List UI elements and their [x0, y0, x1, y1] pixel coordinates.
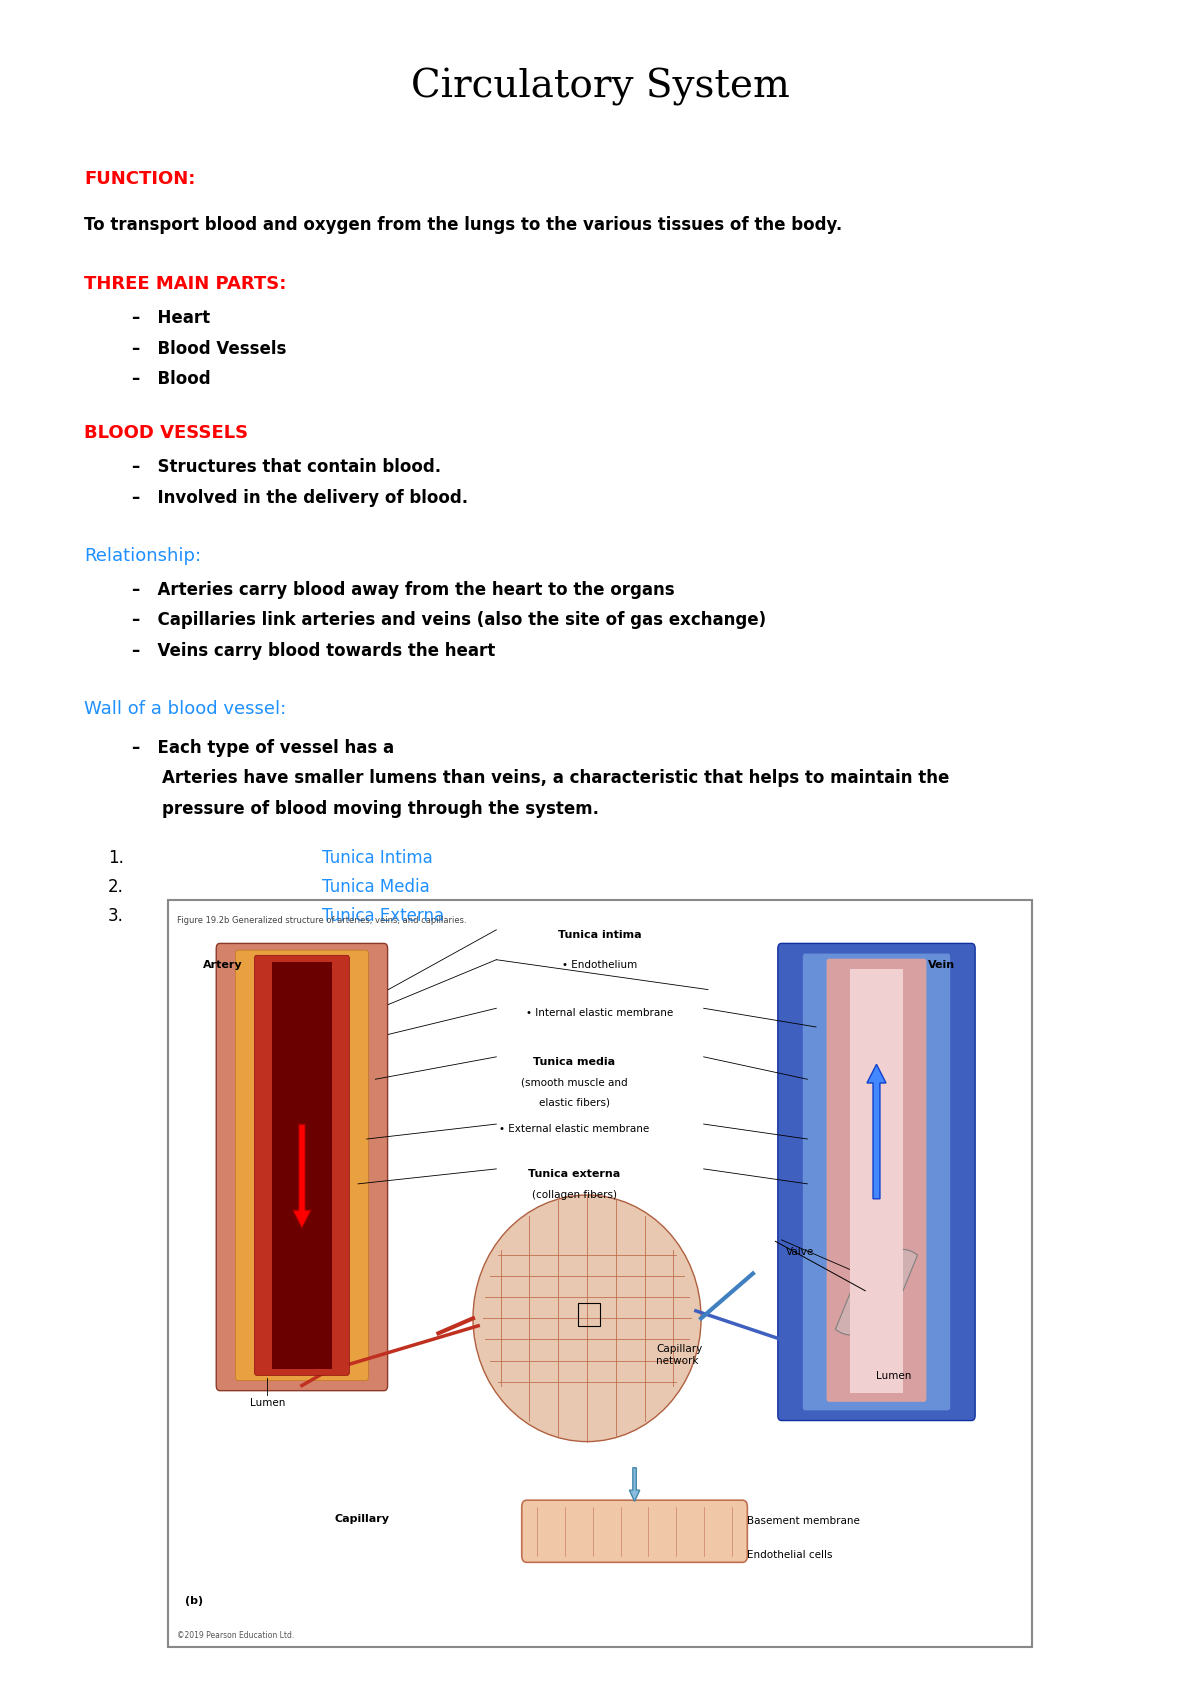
Text: –   Capillaries link arteries and veins (also the site of gas exchange): – Capillaries link arteries and veins (a… [132, 611, 766, 630]
Text: ©2019 Pearson Education Ltd.: ©2019 Pearson Education Ltd. [176, 1630, 294, 1640]
Text: –   Blood: – Blood [132, 370, 211, 389]
Text: To transport blood and oxygen from the lungs to the various tissues of the body.: To transport blood and oxygen from the l… [84, 216, 842, 234]
FancyArrow shape [866, 1065, 886, 1199]
Text: Tunica externa: Tunica externa [528, 1168, 620, 1178]
Text: –   Structures that contain blood.: – Structures that contain blood. [132, 458, 442, 477]
Wedge shape [835, 1292, 865, 1335]
Text: Figure 19.2b Generalized structure of arteries, veins, and capillaries.: Figure 19.2b Generalized structure of ar… [176, 917, 467, 925]
Text: (collagen fibers): (collagen fibers) [532, 1190, 617, 1200]
Text: • Endothelium: • Endothelium [563, 959, 637, 970]
FancyBboxPatch shape [827, 959, 926, 1403]
Text: –   Involved in the delivery of blood.: – Involved in the delivery of blood. [132, 489, 468, 508]
FancyArrow shape [629, 1467, 640, 1501]
Text: Tunica Externa: Tunica Externa [322, 907, 444, 925]
FancyBboxPatch shape [254, 956, 349, 1375]
FancyBboxPatch shape [235, 951, 368, 1380]
Text: Arteries have smaller lumens than veins, a characteristic that helps to maintain: Arteries have smaller lumens than veins,… [162, 769, 949, 788]
Text: Lumen: Lumen [250, 1397, 286, 1408]
Text: • Internal elastic membrane: • Internal elastic membrane [527, 1009, 673, 1019]
Text: –   Heart: – Heart [132, 309, 210, 328]
Bar [271, 963, 332, 1369]
Bar [578, 1304, 600, 1326]
Text: Basement membrane: Basement membrane [746, 1516, 859, 1527]
Text: 3.: 3. [108, 907, 124, 925]
Wedge shape [887, 1250, 918, 1292]
Text: pressure of blood moving through the system.: pressure of blood moving through the sys… [162, 800, 599, 818]
Text: –   Blood Vessels: – Blood Vessels [132, 340, 287, 358]
Text: FUNCTION:: FUNCTION: [84, 170, 196, 188]
Text: (smooth muscle and: (smooth muscle and [521, 1078, 628, 1088]
Text: Tunica media: Tunica media [533, 1056, 616, 1066]
FancyBboxPatch shape [216, 944, 388, 1391]
Text: Vein: Vein [929, 959, 955, 970]
Text: 2.: 2. [108, 878, 124, 897]
Text: –   Arteries carry blood away from the heart to the organs: – Arteries carry blood away from the hea… [132, 581, 674, 599]
Text: Endothelial cells: Endothelial cells [746, 1550, 833, 1560]
Text: –   Each type of vessel has a: – Each type of vessel has a [132, 739, 400, 757]
Text: Tunica Media: Tunica Media [322, 878, 430, 897]
Text: Lumen: Lumen [876, 1370, 912, 1380]
Text: THREE MAIN PARTS:: THREE MAIN PARTS: [84, 275, 287, 294]
FancyBboxPatch shape [778, 944, 976, 1421]
Bar [168, 900, 1032, 1647]
Text: Tunica Intima: Tunica Intima [322, 849, 432, 868]
Text: Circulatory System: Circulatory System [410, 68, 790, 105]
Text: Artery: Artery [203, 959, 242, 970]
Text: BLOOD VESSELS: BLOOD VESSELS [84, 424, 248, 443]
FancyArrow shape [293, 1124, 312, 1229]
FancyBboxPatch shape [522, 1501, 748, 1562]
Text: Valve: Valve [786, 1248, 814, 1257]
Text: Capillary: Capillary [335, 1515, 390, 1525]
Text: Capillary
network: Capillary network [656, 1345, 702, 1367]
Text: Relationship:: Relationship: [84, 547, 202, 565]
Text: (b): (b) [185, 1596, 204, 1606]
Text: elastic fibers): elastic fibers) [539, 1099, 610, 1107]
FancyBboxPatch shape [803, 954, 950, 1411]
Text: Tunica intima: Tunica intima [558, 931, 642, 939]
Bar [850, 970, 904, 1394]
Text: 1.: 1. [108, 849, 124, 868]
Text: • External elastic membrane: • External elastic membrane [499, 1124, 649, 1134]
Text: –   Veins carry blood towards the heart: – Veins carry blood towards the heart [132, 642, 496, 661]
Text: Wall of a blood vessel:: Wall of a blood vessel: [84, 700, 287, 718]
Ellipse shape [473, 1195, 701, 1442]
